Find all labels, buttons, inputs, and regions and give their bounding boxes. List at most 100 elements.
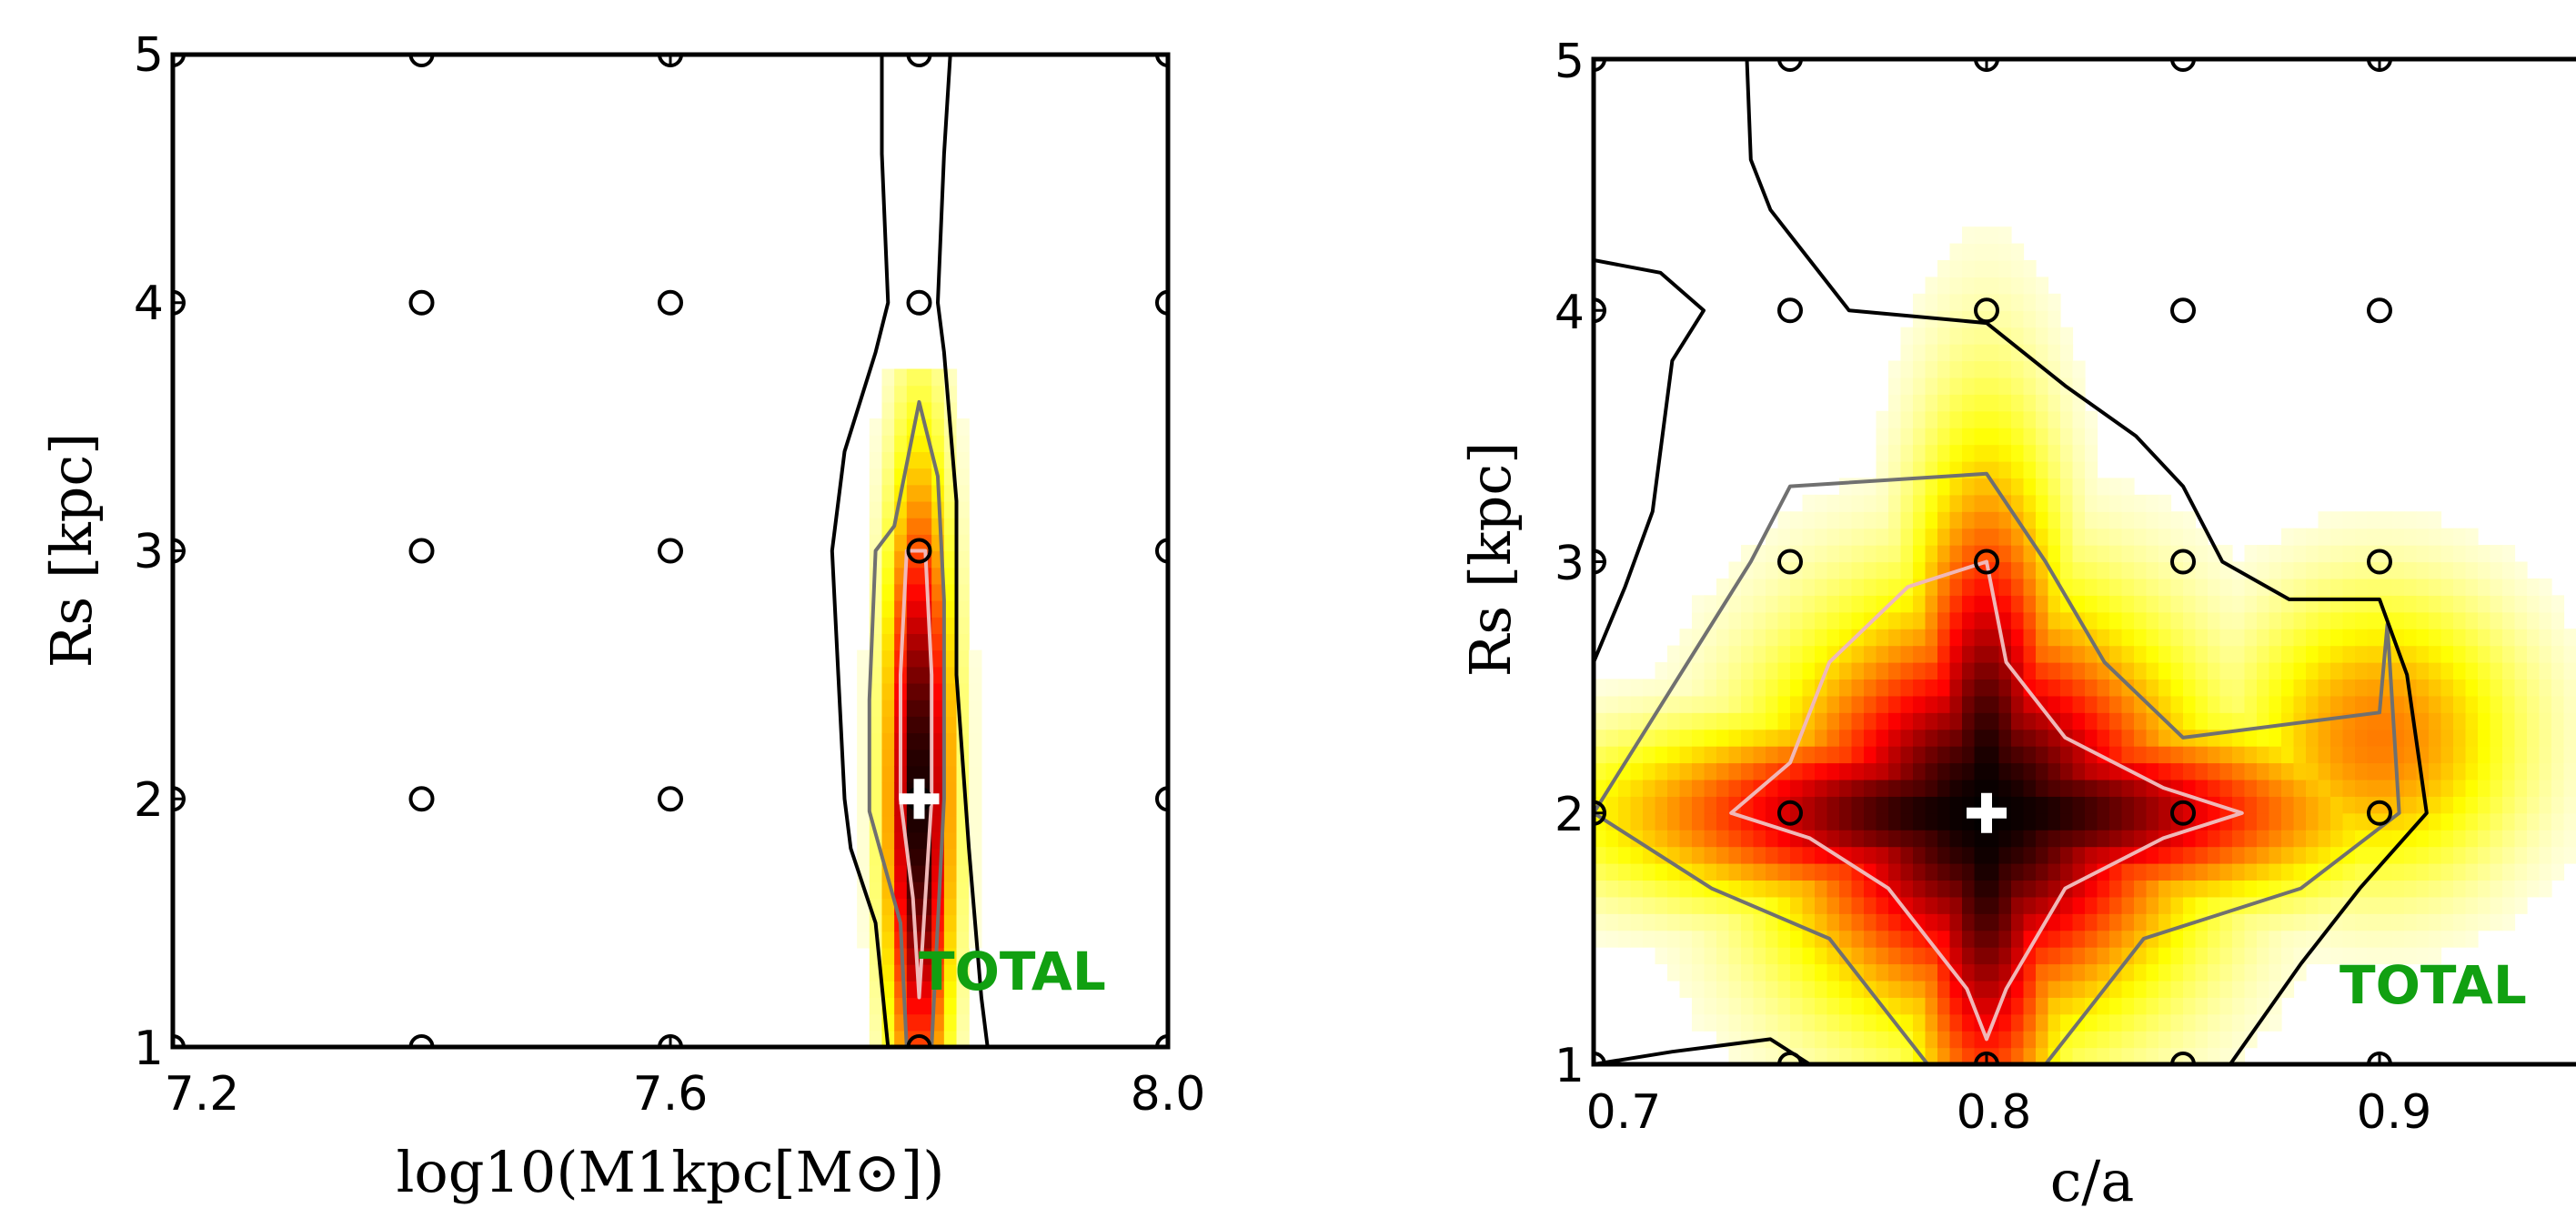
heatmap-cell	[2330, 863, 2344, 881]
heatmap-cell	[2072, 444, 2086, 462]
heatmap-cell	[1679, 930, 1693, 948]
heatmap-cell	[2072, 1031, 2086, 1049]
heatmap-cell	[1741, 611, 1755, 629]
heatmap-cell	[1876, 428, 1889, 446]
heatmap-cell	[2036, 830, 2049, 848]
heatmap-cell	[2121, 963, 2135, 981]
heatmap-cell	[2429, 762, 2442, 780]
heatmap-cell	[2416, 528, 2430, 546]
heatmap-cell	[2158, 846, 2172, 864]
heatmap-cell	[2121, 695, 2135, 713]
heatmap-cell	[1937, 679, 1951, 697]
heatmap-cell	[2330, 830, 2344, 848]
heatmap-cell	[2097, 545, 2110, 563]
heatmap-cell	[1937, 846, 1951, 864]
heatmap-cell	[2219, 679, 2233, 697]
heatmap-cell	[2490, 863, 2503, 881]
heatmap-cell	[1704, 913, 1717, 931]
heatmap-cell	[894, 1030, 908, 1047]
heatmap-cell	[2330, 729, 2344, 747]
heatmap-cell	[969, 716, 982, 734]
heatmap-cell	[1826, 712, 1840, 730]
heatmap-cell	[1851, 1047, 1865, 1064]
heatmap-cell	[2134, 528, 2148, 546]
heatmap-cell	[2023, 662, 2037, 680]
heatmap-cell	[2269, 947, 2282, 965]
heatmap-cell	[1839, 1013, 1853, 1032]
heatmap-cell	[2060, 360, 2074, 378]
heatmap-cell	[1987, 377, 2000, 395]
heatmap-cell	[2109, 1013, 2123, 1032]
heatmap-cell	[1741, 930, 1755, 948]
heatmap-cell	[2195, 947, 2209, 965]
heatmap-cell	[2514, 679, 2528, 697]
heatmap-cell	[1974, 913, 1987, 931]
x-tick-label: 0.8	[1957, 1085, 2032, 1140]
heatmap-cell	[1888, 1047, 1902, 1064]
heatmap-cell	[2416, 662, 2430, 680]
heatmap-cell	[2367, 511, 2380, 529]
heatmap-cell	[1826, 545, 1840, 563]
heatmap-cell	[1987, 830, 2000, 848]
heatmap-cell	[1790, 896, 1804, 914]
heatmap-cell	[881, 914, 895, 932]
heatmap-cell	[2514, 779, 2528, 797]
heatmap-cell	[2060, 1047, 2074, 1064]
heatmap-cell	[2465, 846, 2479, 864]
heatmap-cell	[2011, 360, 2025, 378]
heatmap-cell	[2514, 561, 2528, 579]
heatmap-cell	[2036, 394, 2049, 412]
heatmap-cell	[1987, 260, 2000, 278]
heatmap-cell	[1949, 930, 1963, 948]
heatmap-cell	[2429, 896, 2442, 914]
heatmap-cell	[2465, 796, 2479, 814]
heatmap-cell	[2036, 478, 2049, 496]
contour-inner	[1729, 559, 2244, 1042]
heatmap-cell	[881, 567, 895, 585]
heatmap-cell	[2146, 896, 2159, 914]
heatmap-cell	[2048, 947, 2061, 965]
heatmap-cell	[2011, 645, 2025, 663]
heatmap-cell	[943, 749, 958, 767]
heatmap-cell	[1962, 896, 1976, 914]
heatmap-cell	[2440, 645, 2454, 663]
heatmap-cell	[1839, 545, 1853, 563]
heatmap-cell	[1826, 746, 1840, 764]
heatmap-cell	[2429, 863, 2442, 881]
heatmap-cell	[1864, 1047, 1877, 1064]
heatmap-cell	[906, 749, 921, 767]
heatmap-cell	[2244, 796, 2258, 814]
heatmap-cell	[1851, 947, 1865, 965]
heatmap-cell	[2023, 629, 2037, 647]
heatmap-cell	[2244, 812, 2258, 830]
heatmap-cell	[1937, 444, 1951, 462]
heatmap-cell	[1679, 980, 1693, 998]
heatmap-cell	[1728, 561, 1742, 579]
heatmap-cell	[2036, 913, 2049, 931]
heatmap-cell	[1937, 930, 1951, 948]
heatmap-cell	[2281, 695, 2295, 713]
heatmap-cell	[1815, 796, 1828, 814]
heatmap-cell	[2367, 779, 2380, 797]
heatmap-cell	[919, 981, 932, 999]
heatmap-cell	[2146, 913, 2159, 931]
heatmap-cell	[943, 534, 958, 552]
heatmap-cell	[2158, 645, 2172, 663]
heatmap-cell	[1766, 880, 1779, 898]
heatmap-cell	[1962, 712, 1976, 730]
heatmap-cell	[1826, 729, 1840, 747]
heatmap-cell	[2134, 913, 2148, 931]
heatmap-cell	[1716, 645, 1730, 663]
heatmap-cell	[2036, 679, 2049, 697]
heatmap-cell	[1777, 679, 1791, 697]
heatmap-cell	[2097, 930, 2110, 948]
heatmap-cell	[2023, 394, 2037, 412]
heatmap-cell	[2208, 679, 2221, 697]
heatmap-cell	[2060, 712, 2074, 730]
heatmap-cell	[2036, 662, 2049, 680]
heatmap-cell	[2502, 746, 2516, 764]
heatmap-cell	[2416, 913, 2430, 931]
grid-point-marker	[2170, 549, 2196, 575]
heatmap-cell	[1692, 611, 1706, 629]
heatmap-cell	[1987, 695, 2000, 713]
